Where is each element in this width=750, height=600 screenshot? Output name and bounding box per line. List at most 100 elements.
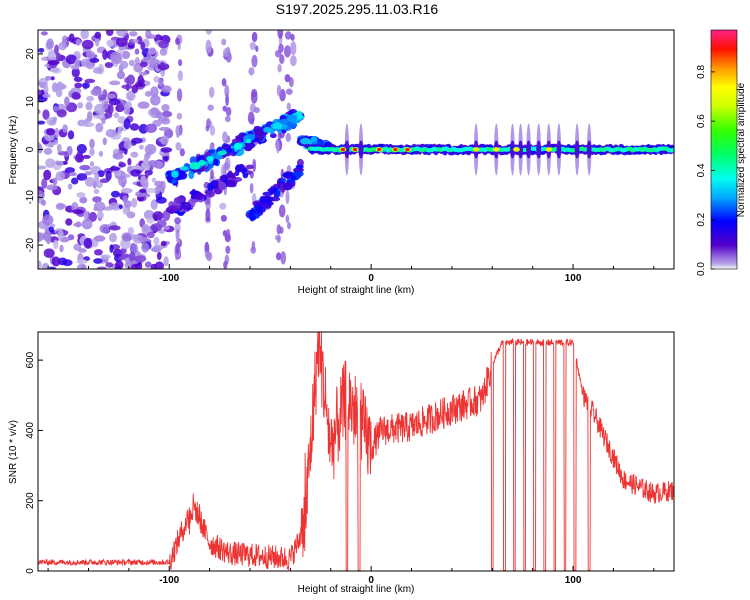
spectrogram-cell [79, 164, 91, 171]
spectrogram-cell [109, 232, 117, 243]
spectrogram-cell [62, 35, 68, 44]
spectrogram-cell [138, 71, 148, 76]
spectrogram-x-tick-label: 100 [565, 273, 582, 284]
spectrogram-cell [129, 31, 138, 37]
colorbar: 0.0 0.2 0.4 0.6 0.8 Normalized spectral ampl… [696, 29, 747, 276]
spectrogram-cell [72, 209, 84, 215]
spectrogram-cell [280, 178, 287, 183]
spectrogram-cell [144, 91, 153, 97]
spectrogram-cell [160, 240, 167, 247]
spectrogram-cell [205, 30, 212, 35]
spectrogram-cell [120, 60, 129, 69]
spectrogram-cell [250, 246, 256, 254]
spectrogram-cell [198, 159, 206, 166]
spectrogram-cell [255, 45, 259, 52]
spectrogram-cell [105, 30, 114, 36]
spectrogram-cell [146, 231, 155, 239]
spectrogram-cell [76, 173, 88, 181]
spectrogram-cell [299, 137, 311, 145]
spectrogram-cell [93, 67, 103, 74]
spectrogram-cell [52, 105, 60, 112]
spectrogram-cell [233, 143, 243, 150]
spectrogram-cell [128, 252, 136, 262]
spectrogram-cell [340, 147, 346, 152]
spectrogram-cell [117, 125, 123, 135]
spectrogram-cell [47, 60, 60, 66]
spectrogram-cell [276, 140, 280, 154]
spectrogram-cell [251, 31, 258, 43]
spectrogram-cell [109, 166, 121, 171]
spectrogram-cell [102, 49, 108, 60]
spectrogram-cell [277, 63, 282, 73]
spectrogram-cell [55, 171, 66, 181]
spectrogram-cell [206, 251, 213, 262]
spectrogram-cell [46, 184, 58, 191]
spectrogram-cell [104, 62, 113, 69]
spectrogram-cell [121, 232, 132, 242]
spectrogram-cell [126, 211, 136, 219]
spectrogram-cell [233, 177, 242, 182]
spectrogram-cell [94, 249, 103, 256]
spectrogram-cell [112, 152, 124, 160]
spectrogram-cell [101, 254, 111, 259]
spectrogram-cell [43, 84, 49, 94]
spectrogram-cell [148, 47, 156, 55]
spectrogram-cell [212, 158, 219, 166]
spectrogram-cell [40, 31, 48, 36]
spectrogram-cell [148, 160, 158, 168]
spectrogram-cell [89, 57, 100, 63]
spectrogram-cell [82, 154, 91, 159]
spectrogram-cell [84, 78, 96, 84]
spectrogram-cell [113, 112, 120, 119]
spectrogram-cell [86, 95, 95, 102]
spectrogram-cell [73, 76, 83, 82]
spectrogram-cell [208, 149, 216, 154]
spectrogram-cell [79, 196, 88, 204]
spectrogram-cell [393, 147, 398, 152]
spectrogram-cell [219, 202, 227, 210]
spectrogram-cell [98, 150, 103, 157]
spectrogram-x-tick-label: 0 [368, 273, 374, 284]
spectrogram-cell [85, 101, 93, 111]
colorbar-tick-label: 0.0 [696, 262, 707, 276]
spectrogram-cell [65, 54, 77, 65]
spectrogram-cell [221, 78, 227, 87]
spectrogram-cell [109, 244, 114, 253]
spectrogram-cell [154, 186, 161, 195]
spectrogram-cell [223, 48, 229, 58]
spectrogram-cell [131, 137, 143, 144]
spectrogram-cell [290, 55, 297, 67]
spectrogram-cell [118, 162, 127, 168]
spectrogram-cell [51, 82, 58, 93]
spectrogram-cell [492, 147, 500, 152]
spectrogram-cell [52, 177, 58, 186]
spectrogram-cell [545, 147, 553, 152]
spectrogram-cell [83, 122, 95, 128]
snr-y-tick-label: 0 [25, 568, 36, 574]
spectrogram-cell [38, 109, 41, 114]
spectrogram-cell [176, 236, 181, 244]
spectrogram-cell [163, 256, 169, 267]
spectrogram-cell [251, 88, 258, 98]
spectrogram-cell [206, 155, 214, 162]
spectrogram-cell [114, 265, 121, 269]
spectrogram-cell [188, 170, 195, 180]
spectrogram-cell [249, 182, 254, 194]
spectrogram-cell [253, 107, 260, 114]
spectrogram-cell [76, 192, 86, 198]
spectrogram-cell [245, 133, 256, 141]
spectrogram-cell [276, 235, 281, 243]
spectrogram-cell [176, 112, 183, 120]
spectrogram-cell [123, 118, 131, 130]
spectrogram-cell [274, 190, 281, 198]
spectrogram-cell [207, 104, 214, 111]
colorbar-tick-label: 0.6 [696, 114, 707, 128]
spectrogram-cell [81, 39, 94, 50]
spectrogram-cell [513, 147, 520, 152]
spectrogram-cell [150, 86, 159, 98]
spectrogram-cell [153, 75, 160, 83]
spectrogram-cell [174, 222, 181, 234]
colorbar-tick-label: 0.8 [696, 64, 707, 78]
spectrogram-cell [159, 48, 168, 56]
